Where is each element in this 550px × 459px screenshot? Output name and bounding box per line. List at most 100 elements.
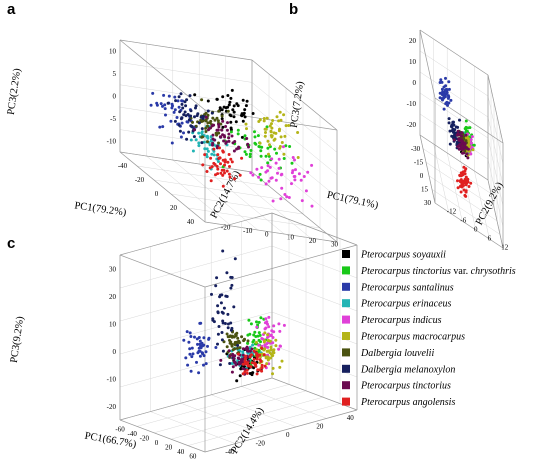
data-point [279, 197, 283, 201]
y-tick-label: -20 [256, 439, 266, 447]
data-point [194, 124, 198, 128]
data-point [267, 315, 271, 319]
x-tick-label: 40 [187, 218, 195, 226]
legend-label: Dalbergia melanoxylon [360, 364, 455, 375]
data-point [457, 138, 461, 142]
data-point [184, 114, 188, 118]
z-tick-label: -20 [407, 121, 417, 129]
data-point [200, 127, 204, 131]
legend-item: Pterocarpus santalinus [342, 282, 454, 293]
data-point [265, 336, 269, 339]
data-point [245, 127, 248, 131]
x-tick-label: 20 [170, 204, 178, 212]
data-point [235, 346, 239, 350]
data-point [203, 147, 207, 151]
legend-item: Dalbergia melanoxylon [342, 364, 455, 375]
data-point [215, 276, 219, 280]
data-point [227, 136, 231, 140]
legend-swatch [342, 397, 350, 406]
data-point [225, 332, 229, 336]
data-point [233, 257, 237, 261]
data-point [198, 339, 202, 343]
data-point [228, 362, 232, 365]
y-tick-label: 20 [309, 237, 317, 245]
data-point [253, 362, 257, 366]
data-point [194, 138, 198, 142]
legend-item: Pterocarpus indicus [342, 315, 442, 326]
data-point [220, 293, 224, 297]
data-point [229, 114, 233, 118]
data-point [240, 335, 244, 339]
data-point [255, 353, 259, 357]
data-point [182, 131, 185, 135]
data-point [221, 173, 225, 177]
data-point [442, 107, 446, 111]
data-point [206, 140, 209, 144]
data-point [216, 119, 220, 123]
data-point [212, 161, 216, 165]
data-point [253, 130, 256, 134]
data-point [271, 366, 275, 370]
data-point [279, 135, 283, 139]
data-point [193, 93, 197, 97]
data-point [200, 98, 204, 102]
y-axis-label: PC2(14.7%) [209, 169, 243, 221]
x-tick-label: 60 [189, 453, 197, 459]
data-point [237, 145, 241, 149]
data-point [158, 125, 162, 129]
data-point [290, 182, 293, 186]
data-point [246, 341, 250, 345]
series-points [452, 129, 470, 160]
panel-label-c: c [7, 235, 15, 252]
data-point [245, 345, 249, 349]
z-tick-label: 10 [409, 58, 417, 66]
data-point [254, 340, 258, 344]
data-point [220, 114, 224, 118]
data-point [304, 189, 308, 193]
data-point [178, 129, 182, 133]
data-point [232, 335, 236, 339]
data-point [201, 117, 205, 120]
data-point [280, 359, 284, 363]
data-point [232, 110, 236, 114]
data-point [293, 158, 296, 162]
data-point [234, 120, 238, 124]
data-point [197, 121, 201, 125]
data-point [183, 100, 187, 104]
y-tick-label: 10 [287, 234, 295, 242]
data-point [228, 100, 232, 104]
data-point [218, 146, 221, 150]
data-point [216, 310, 220, 314]
data-point [225, 128, 229, 132]
data-point [470, 135, 474, 139]
data-point [251, 173, 255, 177]
data-point [218, 363, 222, 367]
data-point [255, 167, 259, 171]
x-axis-label: PC1(79.1%) [326, 190, 380, 212]
data-point [212, 153, 216, 157]
data-point [162, 93, 166, 97]
x-tick-label: 40 [177, 448, 185, 456]
data-point [274, 131, 278, 135]
data-point [259, 149, 263, 153]
data-point [229, 286, 233, 290]
data-point [255, 357, 259, 361]
x-tick-label: -20 [135, 176, 145, 184]
data-point [231, 352, 235, 356]
data-point [262, 353, 266, 357]
data-point [268, 124, 272, 128]
data-point [264, 317, 268, 321]
data-point [272, 351, 276, 355]
x-tick-label: 0 [420, 172, 424, 180]
data-point [441, 92, 445, 96]
z-tick-label: 0 [113, 93, 117, 101]
data-point [247, 145, 250, 149]
data-point [211, 133, 215, 137]
data-point [217, 131, 221, 135]
data-point [274, 178, 278, 182]
data-point [190, 355, 194, 359]
data-point [191, 120, 194, 124]
data-point [264, 131, 267, 134]
data-point [260, 366, 264, 370]
